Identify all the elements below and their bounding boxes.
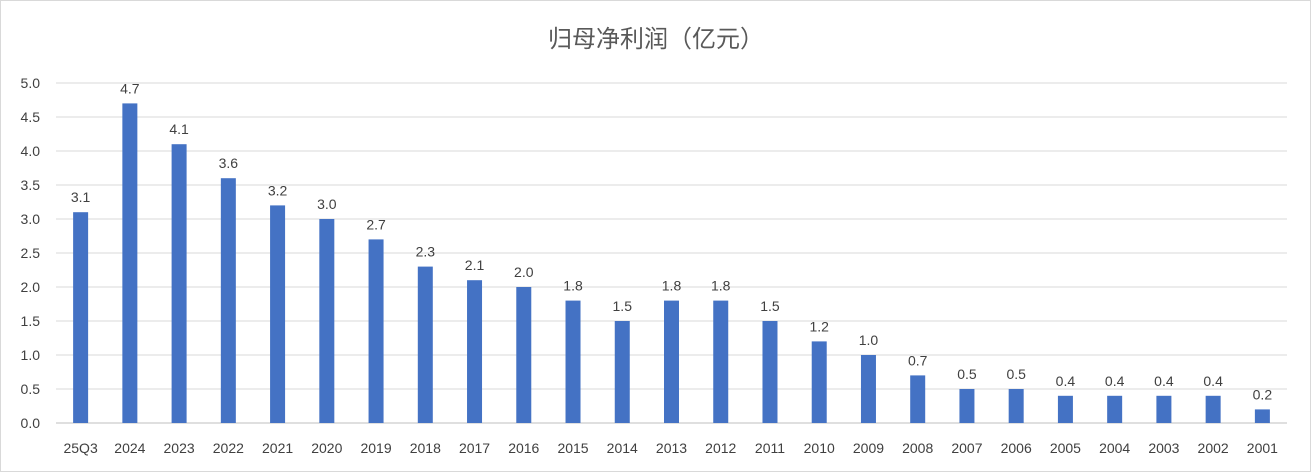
gridlines bbox=[56, 82, 1287, 424]
data-label: 3.1 bbox=[71, 189, 91, 205]
bar bbox=[959, 389, 975, 423]
data-label: 3.2 bbox=[268, 182, 288, 198]
x-tick-label: 2001 bbox=[1247, 440, 1278, 456]
x-tick-label: 2002 bbox=[1198, 440, 1229, 456]
data-label: 0.4 bbox=[1056, 373, 1076, 389]
bar bbox=[319, 219, 335, 423]
bar bbox=[1205, 395, 1221, 423]
x-tick-label: 2021 bbox=[262, 440, 293, 456]
x-tick-label: 2016 bbox=[508, 440, 539, 456]
data-label: 0.4 bbox=[1154, 373, 1174, 389]
chart-title: 归母净利润（亿元） bbox=[548, 25, 764, 53]
bar bbox=[122, 103, 138, 424]
x-tick-label: 2007 bbox=[951, 440, 982, 456]
bar bbox=[664, 300, 679, 423]
data-label: 0.5 bbox=[957, 366, 977, 382]
x-tick-label: 2023 bbox=[164, 440, 195, 456]
bar bbox=[368, 239, 384, 423]
y-tick-label: 5.0 bbox=[21, 75, 41, 91]
x-tick-label: 2004 bbox=[1099, 440, 1130, 456]
data-labels: 3.1 4.7 4.1 3.6 3.2 3.0 2.7 2.3 2.1 2.0 1.8 1.5 1.8 1… bbox=[71, 80, 1272, 402]
data-label: 1.2 bbox=[809, 318, 829, 334]
bar bbox=[910, 375, 926, 423]
x-tick-label: 2022 bbox=[213, 440, 244, 456]
bars bbox=[73, 103, 1270, 424]
data-label: 4.1 bbox=[169, 121, 189, 137]
bar bbox=[860, 355, 876, 423]
bar bbox=[270, 205, 286, 423]
y-tick-label: 4.0 bbox=[21, 143, 41, 159]
data-label: 0.4 bbox=[1203, 373, 1223, 389]
y-tick-label: 3.5 bbox=[21, 177, 41, 193]
data-label: 3.0 bbox=[317, 196, 337, 212]
bar bbox=[565, 300, 581, 423]
x-tick-label: 2008 bbox=[902, 440, 933, 456]
x-tick-label: 2015 bbox=[557, 440, 588, 456]
bar bbox=[1107, 395, 1123, 423]
bar bbox=[467, 280, 483, 423]
bar bbox=[1008, 389, 1024, 423]
data-label: 2.3 bbox=[416, 244, 436, 260]
data-label: 1.8 bbox=[563, 278, 583, 294]
data-label: 0.2 bbox=[1253, 386, 1273, 402]
x-tick-label: 2017 bbox=[459, 440, 490, 456]
bar bbox=[1254, 409, 1270, 423]
data-label: 2.1 bbox=[465, 257, 485, 273]
x-tick-label: 2010 bbox=[804, 440, 835, 456]
x-tick-label: 2003 bbox=[1148, 440, 1179, 456]
data-label: 4.7 bbox=[120, 80, 140, 96]
x-axis-ticks: 25Q3 2024 2023 2022 2021 2020 2019 2018 2017 2016… bbox=[63, 440, 1278, 456]
x-tick-label: 2006 bbox=[1001, 440, 1032, 456]
bar bbox=[811, 341, 827, 423]
bar bbox=[516, 287, 532, 423]
x-tick-label: 2019 bbox=[360, 440, 391, 456]
bar bbox=[713, 300, 729, 423]
data-label: 1.5 bbox=[613, 298, 633, 314]
bar bbox=[220, 178, 236, 423]
bar bbox=[73, 212, 89, 423]
bar bbox=[171, 144, 187, 423]
x-tick-label: 2014 bbox=[607, 440, 638, 456]
data-label: 0.5 bbox=[1006, 366, 1026, 382]
x-tick-label: 2005 bbox=[1050, 440, 1081, 456]
bar bbox=[614, 321, 630, 423]
data-label: 0.7 bbox=[908, 352, 928, 368]
y-tick-label: 0.0 bbox=[21, 415, 41, 431]
data-label: 1.8 bbox=[662, 278, 682, 294]
x-tick-label: 2013 bbox=[656, 440, 687, 456]
y-tick-label: 1.5 bbox=[21, 313, 41, 329]
bar bbox=[417, 266, 433, 423]
x-tick-label: 2012 bbox=[705, 440, 736, 456]
y-tick-label: 2.5 bbox=[21, 245, 41, 261]
data-label: 2.7 bbox=[366, 216, 386, 232]
x-tick-label: 25Q3 bbox=[63, 440, 97, 456]
bar bbox=[1057, 395, 1073, 423]
x-tick-label: 2018 bbox=[410, 440, 441, 456]
data-label: 1.5 bbox=[760, 298, 780, 314]
x-tick-label: 2024 bbox=[114, 440, 145, 456]
y-tick-label: 1.0 bbox=[21, 347, 41, 363]
data-label: 2.0 bbox=[514, 264, 534, 280]
y-tick-label: 4.5 bbox=[21, 109, 41, 125]
x-tick-label: 2011 bbox=[755, 440, 785, 456]
x-tick-label: 2020 bbox=[311, 440, 342, 456]
x-tick-label: 2009 bbox=[853, 440, 884, 456]
y-tick-label: 3.0 bbox=[21, 211, 41, 227]
data-label: 1.8 bbox=[711, 278, 731, 294]
data-label: 3.6 bbox=[219, 155, 239, 171]
data-label: 1.0 bbox=[859, 332, 879, 348]
y-tick-label: 0.5 bbox=[21, 381, 41, 397]
y-axis-ticks: 0.0 0.5 1.0 1.5 2.0 2.5 3.0 3.5 4.0 4.5 5.0 bbox=[21, 75, 41, 431]
bar bbox=[762, 321, 778, 423]
y-tick-label: 2.0 bbox=[21, 279, 41, 295]
bar bbox=[1156, 395, 1172, 423]
data-label: 0.4 bbox=[1105, 373, 1125, 389]
